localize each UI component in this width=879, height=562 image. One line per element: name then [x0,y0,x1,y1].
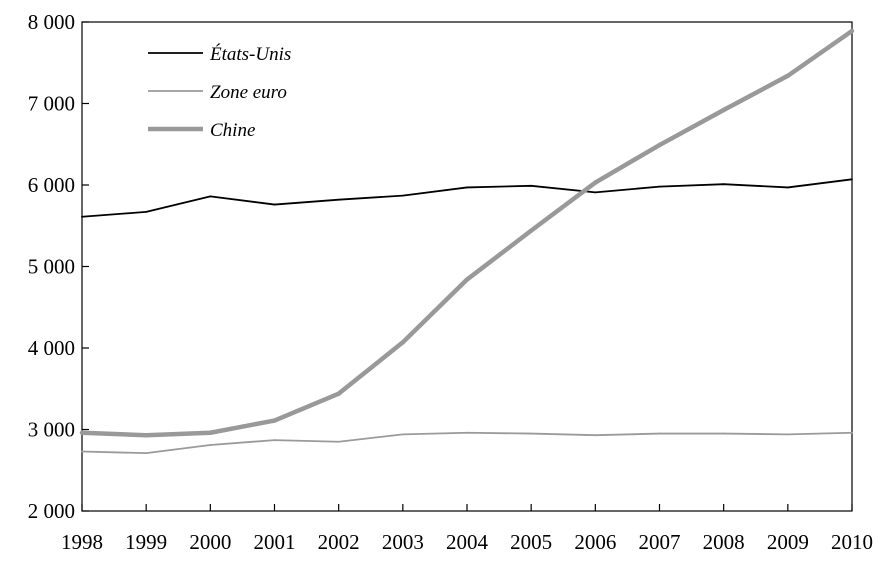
data-point [659,186,661,188]
x-tick-label: 1999 [125,530,167,554]
plot-frame [82,22,852,511]
data-point [786,74,790,78]
data-point [530,185,532,187]
data-point [274,439,276,441]
data-point [209,444,211,446]
series-line-etats-unis [82,179,852,216]
data-point [402,195,404,197]
data-point [851,432,853,434]
data-point [721,108,725,112]
x-tick-label: 2009 [767,530,809,554]
data-point [402,433,404,435]
data-point [209,196,211,198]
data-point [787,187,789,189]
data-point [466,432,468,434]
y-tick-label: 8 000 [28,10,75,34]
x-tick-label: 2002 [318,530,360,554]
x-tick-label: 2004 [446,530,489,554]
y-tick-label: 6 000 [28,173,75,197]
y-tick-label: 5 000 [28,255,75,279]
data-point [81,216,83,218]
y-tick-label: 2 000 [28,499,75,523]
data-point [80,431,84,435]
x-tick-label: 2003 [382,530,424,554]
data-point [338,199,340,201]
data-point [723,433,725,435]
x-tick-label: 2001 [254,530,296,554]
legend-label: Chine [210,120,255,141]
data-point [145,452,147,454]
x-tick-label: 2010 [831,530,873,554]
y-tick-label: 7 000 [28,92,75,116]
x-tick-label: 2000 [189,530,231,554]
data-point [850,29,854,33]
data-point [851,178,853,180]
data-point [81,451,83,453]
data-point [593,180,597,184]
x-tick-label: 2005 [510,530,552,554]
x-tick-label: 2007 [639,530,681,554]
data-point [274,204,276,206]
data-point [338,441,340,443]
data-point [465,277,469,281]
data-point [144,433,148,437]
data-point [530,433,532,435]
data-point [657,143,661,147]
data-point [659,433,661,435]
series-line-zone-euro [82,433,852,453]
data-point [272,418,276,422]
data-point [336,391,340,395]
legend: États-Unis Zone euro Chine [148,43,291,141]
x-tick-label: 2008 [703,530,745,554]
axes [82,22,852,511]
data-point [787,433,789,435]
legend-label: États-Unis [209,43,291,65]
y-axis-ticks: 2 000 3 000 4 000 5 000 6 000 7 000 8 000 [28,10,89,523]
y-tick-label: 3 000 [28,418,75,442]
data-point [145,211,147,213]
data-point [723,183,725,185]
data-point [401,340,405,344]
x-tick-label: 2006 [574,530,616,554]
legend-label: Zone euro [210,82,287,103]
data-point [208,431,212,435]
data-point [594,191,596,193]
data-point [466,187,468,189]
data-point [594,434,596,436]
y-tick-label: 4 000 [28,336,75,360]
data-point [529,228,533,232]
x-tick-label: 1998 [61,530,103,554]
series-lines [80,29,854,454]
